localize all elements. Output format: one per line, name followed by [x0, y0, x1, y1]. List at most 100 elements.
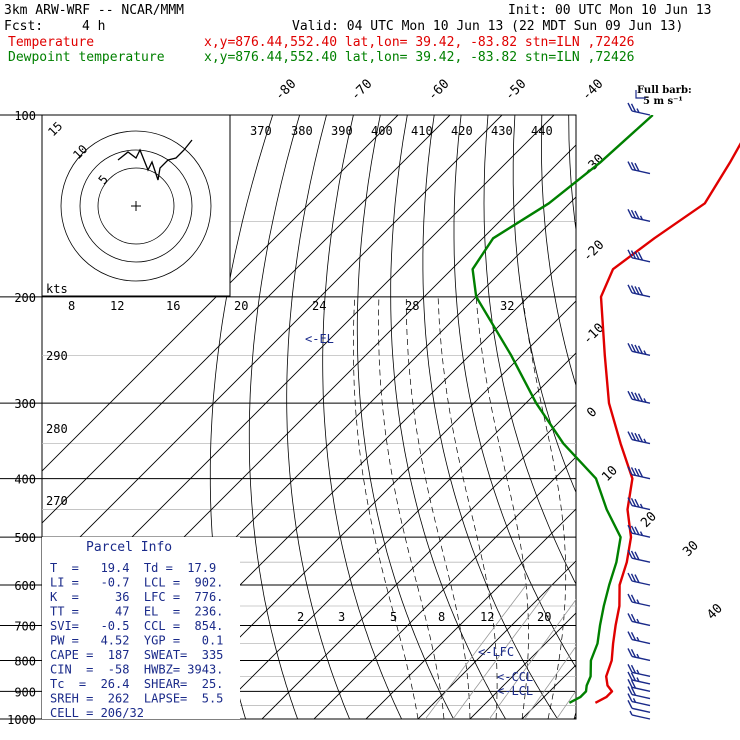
fcst-value: 4 h	[82, 19, 105, 34]
parcel-info-row: CIN = -58 HWBZ= 3943.	[50, 663, 223, 677]
isotherm-40	[678, 115, 740, 719]
wind-barb-flag	[627, 613, 633, 622]
parcel-info-row: K = 36 LFC = 776.	[50, 590, 223, 604]
wind-barb-flag	[630, 648, 637, 658]
theta-e-label-380: 380	[291, 124, 313, 138]
wind-barb-half	[632, 698, 637, 703]
wind-barb-flag	[627, 524, 633, 534]
wind-barb-flag	[627, 497, 633, 506]
isotherm--60	[157, 300, 576, 719]
dry-adiabat-380	[676, 115, 740, 719]
dry-adiabat-320	[512, 115, 576, 494]
dewpoint-info: x,y=876.44,552.40 lat,lon= 39.42, -83.82…	[204, 50, 634, 65]
wind-barb-flag	[634, 210, 640, 220]
wind-barb-staff	[631, 714, 651, 720]
parcel-info-title: Parcel Info	[86, 540, 172, 555]
wind-barbs	[627, 102, 651, 720]
hodograph-ring-1	[97, 167, 175, 245]
pressure-label-500: 500	[14, 531, 36, 545]
isotherm--20	[365, 508, 576, 719]
dry-adiabat-260	[322, 115, 402, 719]
theta-e-label-420: 420	[451, 124, 473, 138]
wind-barb	[627, 686, 651, 700]
barb-legend-line1: Full barb:	[637, 85, 692, 96]
parcel-info-box: Parcel Info T = 19.4 Td = 17.9LI = -0.7 …	[42, 537, 240, 720]
isotherm--120	[42, 115, 451, 524]
wind-barb	[627, 249, 651, 263]
moist-adiabat-5	[437, 296, 498, 719]
wind-barb-flag	[627, 249, 633, 259]
wind-barb	[627, 693, 651, 707]
temperature-tick--50: -50	[502, 77, 529, 104]
wind-barb-flag	[630, 391, 637, 401]
pressure-labels: 100 200 300 400 500 600 700 800 900 1000	[7, 109, 36, 727]
wind-barb	[627, 613, 651, 627]
isotherm--110	[42, 115, 503, 576]
moist-adiabat--10	[353, 296, 419, 719]
lcl-marker: <-LCL	[497, 684, 533, 698]
wind-barb-flag	[627, 466, 633, 475]
isotherm--10	[417, 560, 576, 719]
isotherm-0	[469, 612, 576, 719]
wind-barb-staff	[631, 707, 651, 714]
mixing-ratio-2	[425, 584, 527, 719]
wind-barb	[627, 631, 651, 645]
wind-barb-flag	[634, 526, 640, 536]
mixing-ratio-3	[452, 584, 553, 719]
wind-barb-flag	[627, 693, 633, 702]
mixing-ratio-bottom-2: 2	[297, 610, 304, 624]
theta-e-label-430: 430	[491, 124, 513, 138]
theta-e-label-370: 370	[250, 124, 272, 138]
moist-adiabat-0	[405, 296, 471, 719]
theta-e-label-410: 410	[411, 124, 433, 138]
wind-barb	[627, 700, 651, 714]
pressure-label-400: 400	[14, 473, 36, 487]
wind-barb-flag	[627, 593, 633, 603]
hodograph-inset: 5 10 15 kts	[41, 114, 231, 297]
wind-barb	[627, 497, 651, 511]
wind-barb-flag	[630, 343, 637, 353]
mixing-ratio-top-32: 32	[500, 299, 514, 313]
wind-barb-flag	[637, 251, 644, 261]
wind-barb-flag	[630, 498, 637, 507]
mixing-ratio-bottom-5: 5	[390, 610, 397, 624]
pressure-label-300: 300	[14, 397, 36, 411]
wind-barb	[627, 390, 651, 404]
temperature-profile	[594, 142, 740, 704]
mixing-ratio-bottom-3: 3	[338, 610, 345, 624]
dry-adiabat-360	[623, 115, 740, 719]
dry-adiabat-330	[540, 115, 576, 387]
pressure-label-100: 100	[14, 109, 36, 123]
wind-barb-flag	[627, 284, 633, 294]
wind-barb-half	[643, 350, 647, 355]
parcel-info-row: CAPE = 187 SWEAT= 335	[50, 648, 223, 662]
temperature-tick-10: 10	[599, 463, 621, 485]
wind-barb-half	[639, 531, 644, 536]
wind-barb-flag	[627, 549, 633, 559]
dry-adiabat-310	[483, 115, 576, 585]
wind-barb	[627, 664, 651, 678]
temperature-info: x,y=876.44,552.40 lat,lon= 39.42, -83.82…	[204, 35, 634, 50]
wind-barb-flag	[634, 551, 640, 561]
wind-barb-flag	[627, 648, 633, 657]
wind-barb-flag	[637, 393, 644, 402]
mixing-ratio-bottom-8: 8	[438, 610, 445, 624]
isotherm--130	[42, 115, 399, 472]
wind-barb-flag	[630, 632, 637, 641]
wind-barb-half	[629, 710, 633, 716]
wind-barb-flag	[627, 390, 633, 400]
wind-barb-half	[639, 215, 644, 221]
barb-legend-icon	[635, 90, 646, 99]
mixing-ratio-top-12: 12	[110, 299, 124, 313]
ccl-marker: <-CCL	[497, 670, 533, 684]
mixing-ratio-top-8: 8	[68, 299, 75, 313]
wind-barb-flag	[630, 594, 637, 604]
wind-barb	[627, 431, 651, 445]
wind-barb-half	[636, 669, 640, 675]
dry-adiabat-390	[703, 115, 740, 719]
wind-barb-flag	[630, 664, 637, 674]
el-marker: <-EL	[305, 332, 334, 346]
wind-barb-flag	[637, 433, 644, 443]
dewpoint-legend: Dewpoint temperature	[8, 50, 165, 65]
